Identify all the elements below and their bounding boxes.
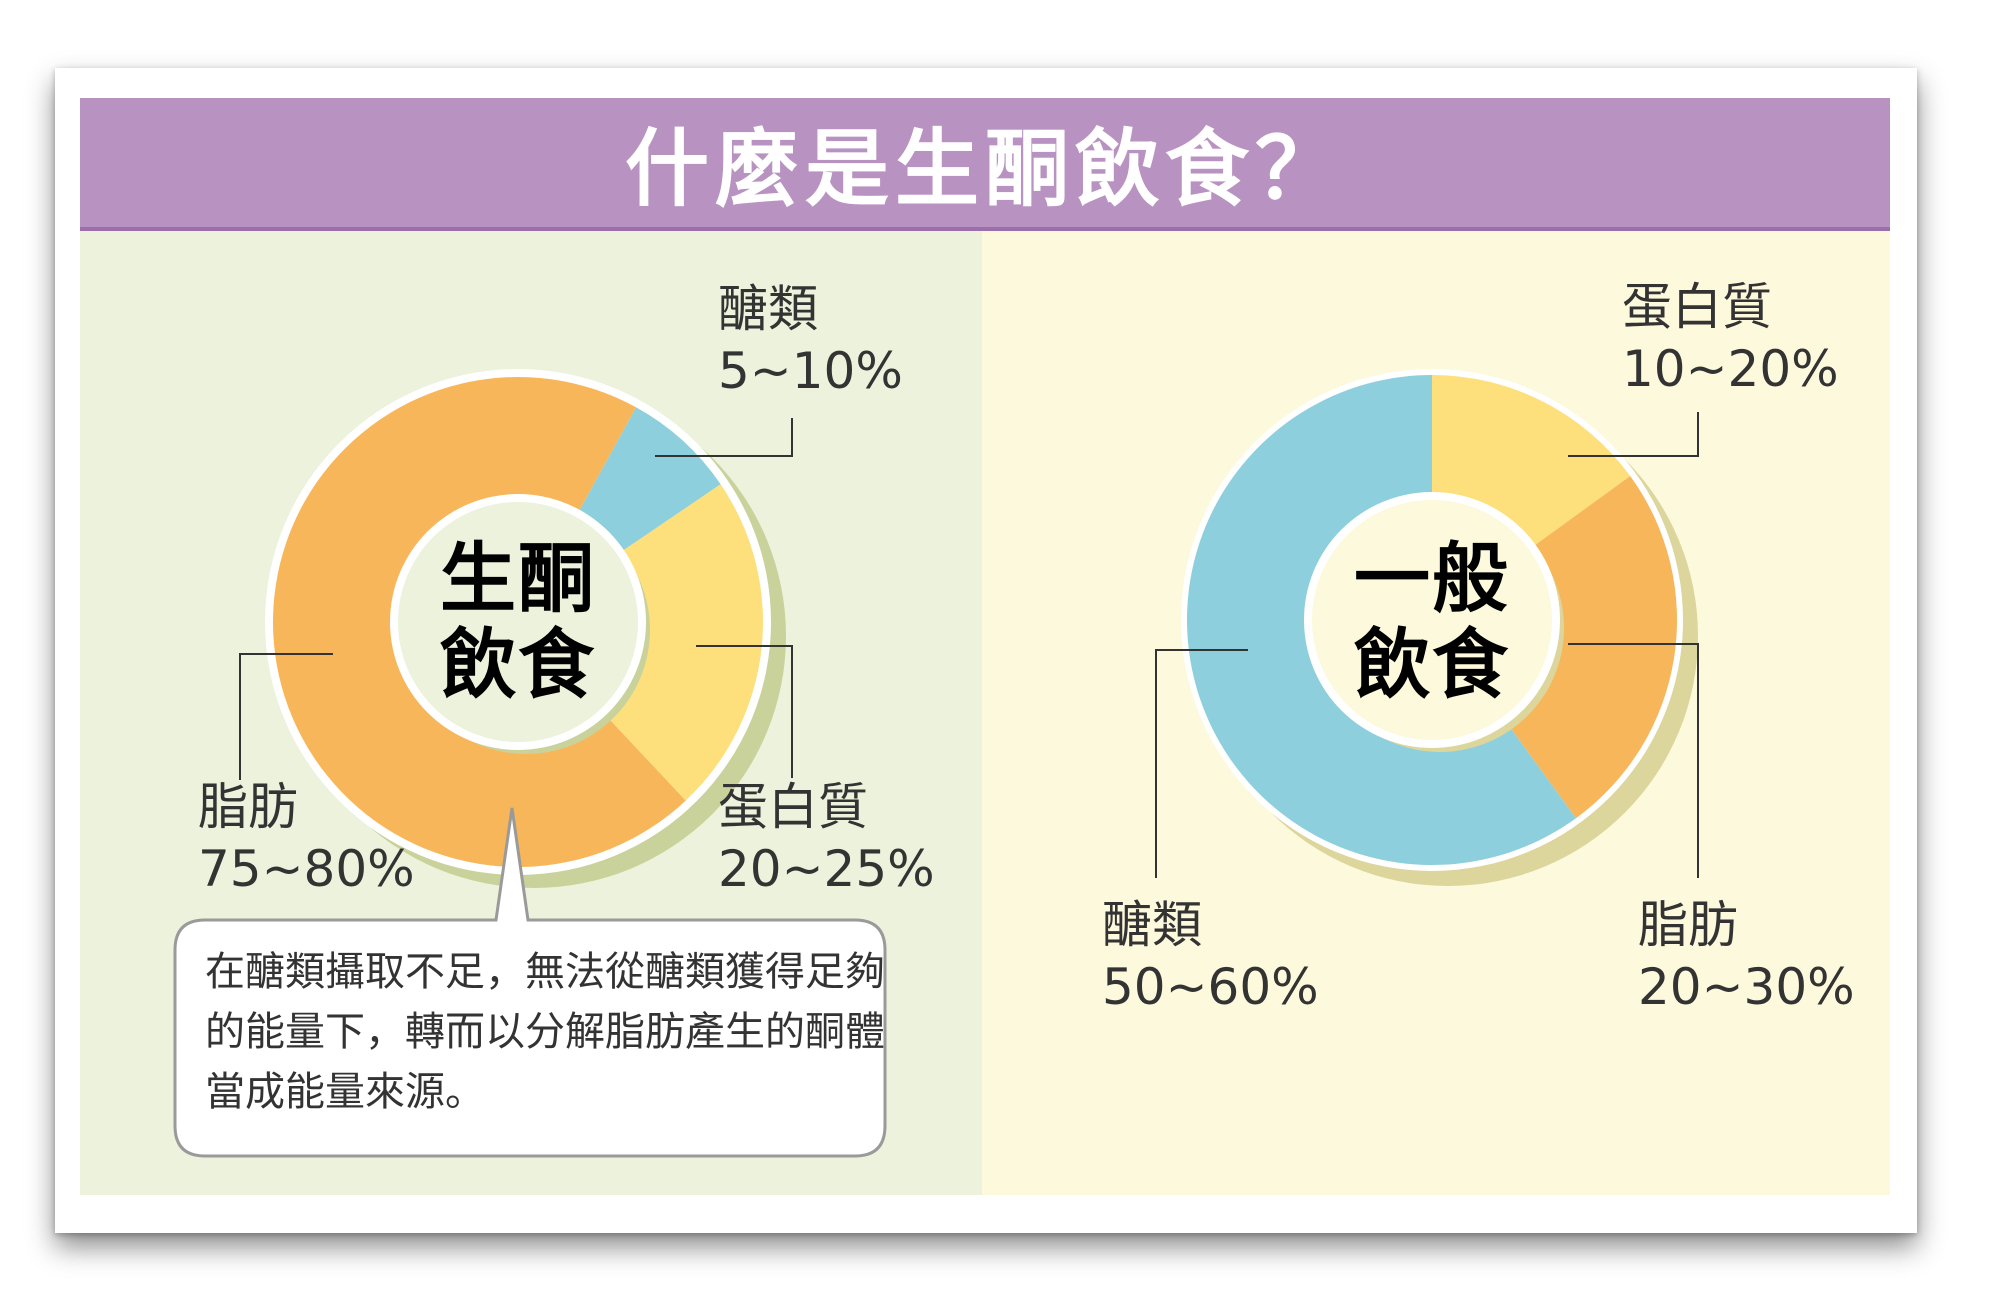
keto-carb-label: 醣類 5~10% <box>718 278 903 402</box>
normal-carb-range: 50~60% <box>1102 958 1319 1016</box>
keto-protein-name: 蛋白質 <box>718 778 868 836</box>
normal-fat-range: 20~30% <box>1638 958 1855 1016</box>
title-banner: 什麼是生酮飲食？ <box>80 98 1890 231</box>
keto-protein-label: 蛋白質 20~25% <box>718 776 935 900</box>
normal-fat-label: 脂肪 20~30% <box>1638 894 1855 1018</box>
page-title: 什麼是生酮飲食？ <box>624 120 1345 218</box>
normal-center-line-1: 一般 <box>1354 534 1510 623</box>
keto-donut-chart <box>265 369 786 888</box>
keto-fat-name: 脂肪 <box>198 778 298 836</box>
normal-center-label: 一般 飲食 <box>1332 536 1532 708</box>
normal-hole <box>1312 500 1552 740</box>
normal-fat-name: 脂肪 <box>1638 896 1738 954</box>
normal-protein-leader <box>1568 412 1699 457</box>
normal-carb-label: 醣類 50~60% <box>1102 894 1319 1018</box>
normal-protein-label: 蛋白質 10~20% <box>1622 276 1839 400</box>
keto-carb-leader <box>655 418 793 457</box>
keto-center-label: 生酮 飲食 <box>418 536 618 708</box>
normal-carb-leader <box>1155 649 1248 878</box>
keto-carb-name: 醣類 <box>718 280 818 338</box>
normal-protein-range: 10~20% <box>1622 340 1839 398</box>
keto-fat-label: 脂肪 75~80% <box>198 776 415 900</box>
normal-carb-name: 醣類 <box>1102 896 1202 954</box>
normal-center-line-2: 飲食 <box>1354 620 1510 709</box>
keto-fat-range: 75~80% <box>198 840 415 898</box>
normal-fat-leader <box>1568 643 1699 878</box>
note-callout-bubble <box>173 807 887 1158</box>
keto-hole <box>398 502 638 742</box>
keto-carb-range: 5~10% <box>718 342 903 400</box>
keto-protein-range: 20~25% <box>718 840 935 898</box>
keto-note-text: 在醣類攝取不足，無法從醣類獲得足夠的能量下，轉而以分解脂肪產生的酮體當成能量來源… <box>205 949 885 1115</box>
keto-center-line-1: 生酮 <box>440 534 596 623</box>
keto-protein-leader <box>696 645 793 778</box>
leader-lines <box>239 412 1699 878</box>
normal-protein-name: 蛋白質 <box>1622 278 1772 336</box>
keto-fat-leader <box>239 653 333 780</box>
normal-donut-chart <box>1181 369 1698 886</box>
keto-center-line-2: 飲食 <box>440 620 596 709</box>
